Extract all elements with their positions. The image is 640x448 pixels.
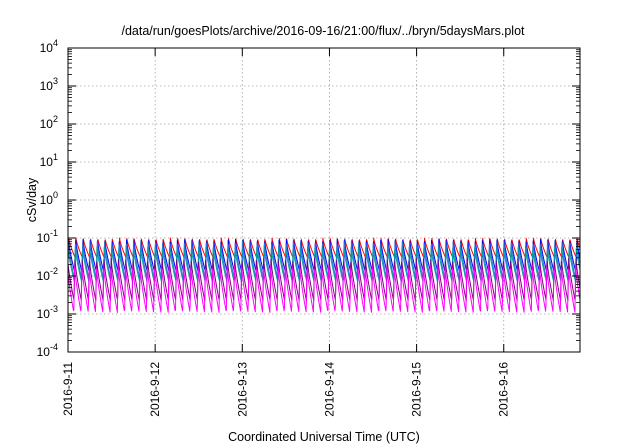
series-line-2 [67,238,581,274]
series-line-5 [67,257,581,302]
y-tick-label: 103 [40,76,58,93]
series-line-3 [67,240,581,281]
chart-title: /data/run/goesPlots/archive/2016-09-16/2… [121,24,525,38]
x-tick-label: 2016-9-14 [322,362,336,417]
y-tick-label: 10-3 [37,304,58,321]
x-tick-label: 2016-9-12 [148,362,162,417]
series-group [67,237,581,313]
y-tick-label: 10-2 [37,266,58,283]
series-line-4 [67,246,581,283]
ticks [67,47,580,353]
x-axis-label: Coordinated Universal Time (UTC) [228,430,420,444]
x-tick-label: 2016-9-11 [61,362,75,416]
x-tick-label: 2016-9-13 [235,362,249,417]
series-line-6 [67,264,581,313]
y-tick-label: 101 [40,152,58,169]
series-line-1 [67,237,581,259]
x-tick-label: 2016-9-16 [497,362,511,417]
y-tick-labels: 10-4 10-3 10-2 10-1 100 101 102 103 104 [37,38,58,359]
y-axis-label: cSv/day [25,177,39,222]
y-tick-label: 100 [40,190,58,207]
y-tick-label: 102 [40,114,58,131]
y-tick-label: 10-1 [37,228,58,245]
y-tick-label: 10-4 [37,342,58,359]
x-tick-labels: 2016-9-11 2016-9-12 2016-9-13 2016-9-14 2016… [61,362,511,417]
y-tick-label: 104 [40,38,58,55]
grid [68,48,580,352]
x-tick-label: 2016-9-15 [410,362,424,417]
